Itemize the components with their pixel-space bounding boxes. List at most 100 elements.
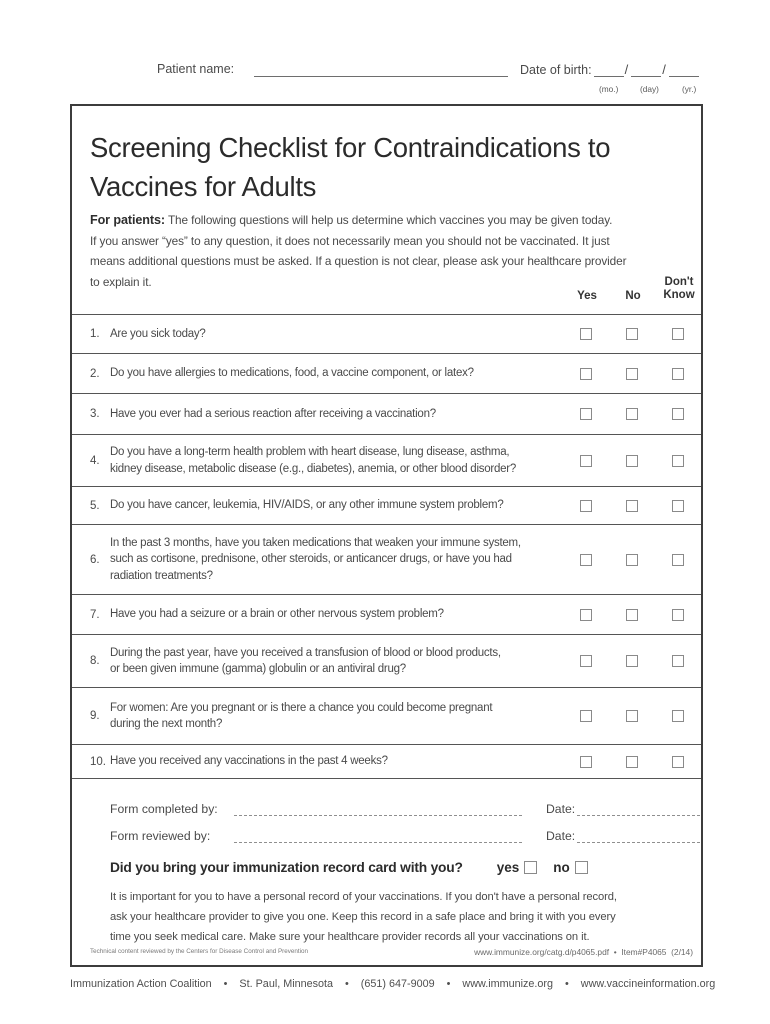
checkbox-cell: [609, 655, 655, 667]
date-completed-blank[interactable]: [577, 802, 700, 816]
q4-yes-checkbox[interactable]: [580, 454, 593, 467]
form-reviewed-row: Form reviewed by: Date:: [110, 825, 700, 843]
q2-dontknow-checkbox[interactable]: [672, 367, 685, 380]
form-completed-blank[interactable]: [234, 802, 522, 816]
question-text: In the past 3 months, have you taken med…: [109, 536, 521, 582]
q1-yes-checkbox[interactable]: [580, 328, 593, 340]
checkbox-cell: [609, 608, 655, 621]
checkbox-cell: [563, 408, 609, 420]
q3-no-checkbox[interactable]: [626, 408, 639, 420]
checkbox-cell: [563, 367, 609, 380]
record-yes-checkbox[interactable]: [524, 861, 538, 874]
q10-yes-checkbox[interactable]: [580, 755, 593, 768]
question-text: Do you have a long-term health problem w…: [109, 446, 516, 475]
q7-yes-checkbox[interactable]: [580, 608, 593, 621]
dob-year-blank[interactable]: [668, 62, 699, 77]
checkbox-cell: [609, 755, 655, 768]
dob-month-blank[interactable]: [593, 62, 624, 77]
question-text: Have you received any vaccinations in th…: [109, 755, 388, 768]
q2-yes-checkbox[interactable]: [580, 367, 593, 380]
form-reviewed-label: Form reviewed by:: [110, 829, 211, 843]
q3-yes-checkbox[interactable]: [580, 408, 593, 420]
question-row-1: 1. Are you sick today?: [72, 314, 701, 353]
q10-no-checkbox[interactable]: [626, 755, 639, 768]
q8-dontknow-checkbox[interactable]: [672, 655, 685, 667]
question-number: 2.: [90, 367, 100, 380]
screening-form-box: Screening Checklist for Contraindication…: [70, 104, 703, 967]
dob-slash: /: [662, 62, 666, 77]
q4-dontknow-checkbox[interactable]: [672, 454, 685, 467]
question-text: Do you have cancer, leukemia, HIV/AIDS, …: [109, 499, 504, 512]
question-number: 10.: [90, 755, 106, 768]
record-card-row: Did you bring your immunization record c…: [110, 860, 588, 875]
question-text: Do you have allergies to medications, fo…: [109, 367, 474, 380]
dob-day-unit: (day): [640, 84, 659, 94]
question-row-9: 9. For women: Are you pregnant or is the…: [72, 687, 701, 744]
record-card-answers: yes no: [497, 860, 588, 875]
date-reviewed-blank[interactable]: [577, 829, 700, 843]
q9-dontknow-checkbox[interactable]: [672, 710, 685, 722]
checkbox-cell: [563, 655, 609, 667]
dob-label: Date of birth:: [520, 63, 592, 77]
question-number: 3.: [90, 408, 100, 420]
checkbox-cell: [563, 710, 609, 722]
q9-yes-checkbox[interactable]: [580, 710, 593, 722]
form-title-line2: Vaccines for Adults: [90, 171, 317, 202]
checkbox-cell: [609, 710, 655, 722]
checkbox-cell: [563, 608, 609, 621]
date-label: Date:: [546, 802, 576, 816]
q7-dontknow-checkbox[interactable]: [672, 608, 685, 621]
patient-name-blank[interactable]: [254, 60, 508, 77]
organization-footer: Immunization Action Coalition • St. Paul…: [70, 978, 716, 990]
checkbox-cell: [655, 553, 701, 566]
q2-no-checkbox[interactable]: [626, 367, 639, 380]
checkbox-cell: [655, 328, 701, 340]
intro-paragraph: For patients: The following questions wi…: [90, 210, 696, 292]
record-no-checkbox[interactable]: [574, 861, 588, 874]
intro-label: For patients:: [90, 213, 165, 227]
dob-day-blank[interactable]: [631, 62, 662, 77]
checkbox-cell: [609, 367, 655, 380]
q6-dontknow-checkbox[interactable]: [672, 553, 685, 566]
question-text: Have you ever had a serious reaction aft…: [109, 407, 436, 420]
question-row-7: 7. Have you had a seizure or a brain or …: [72, 594, 701, 634]
question-row-5: 5. Do you have cancer, leukemia, HIV/AID…: [72, 486, 701, 524]
dob-slash: /: [624, 62, 629, 77]
q9-no-checkbox[interactable]: [626, 710, 639, 722]
question-row-8: 8. During the past year, have you receiv…: [72, 634, 701, 687]
form-completed-label: Form completed by:: [110, 802, 218, 816]
form-reviewed-blank[interactable]: [234, 829, 522, 843]
q5-yes-checkbox[interactable]: [580, 499, 593, 512]
q4-no-checkbox[interactable]: [626, 454, 639, 467]
checkbox-cell: [563, 454, 609, 467]
question-number: 6.: [90, 553, 100, 566]
q10-dontknow-checkbox[interactable]: [672, 755, 685, 768]
q7-no-checkbox[interactable]: [626, 608, 639, 621]
checkbox-cell: [655, 755, 701, 768]
checkbox-cell: [655, 608, 701, 621]
q8-no-checkbox[interactable]: [626, 655, 639, 667]
date-label: Date:: [546, 829, 576, 843]
question-table: 1. Are you sick today? 2. Do you have al…: [72, 314, 701, 779]
document-reference: www.immunize.org/catg.d/p4065.pdf • Item…: [474, 947, 693, 957]
q5-no-checkbox[interactable]: [626, 499, 639, 512]
form-completed-row: Form completed by: Date:: [110, 798, 700, 816]
q3-dontknow-checkbox[interactable]: [672, 408, 685, 420]
q1-no-checkbox[interactable]: [626, 328, 639, 340]
checkbox-cell: [563, 755, 609, 768]
q6-yes-checkbox[interactable]: [580, 553, 593, 566]
question-text: Have you had a seizure or a brain or oth…: [109, 608, 444, 621]
q5-dontknow-checkbox[interactable]: [672, 499, 685, 512]
q8-yes-checkbox[interactable]: [580, 655, 593, 667]
question-row-10: 10. Have you received any vaccinations i…: [72, 744, 701, 779]
q6-no-checkbox[interactable]: [626, 553, 639, 566]
record-card-question: Did you bring your immunization record c…: [110, 860, 463, 875]
question-text: During the past year, have you received …: [109, 646, 501, 676]
q1-dontknow-checkbox[interactable]: [672, 328, 685, 340]
column-header-yes: Yes: [577, 290, 597, 302]
checkbox-cell: [655, 499, 701, 512]
question-number: 1.: [90, 328, 100, 340]
question-row-3: 3. Have you ever had a serious reaction …: [72, 393, 701, 434]
checkbox-cell: [609, 499, 655, 512]
